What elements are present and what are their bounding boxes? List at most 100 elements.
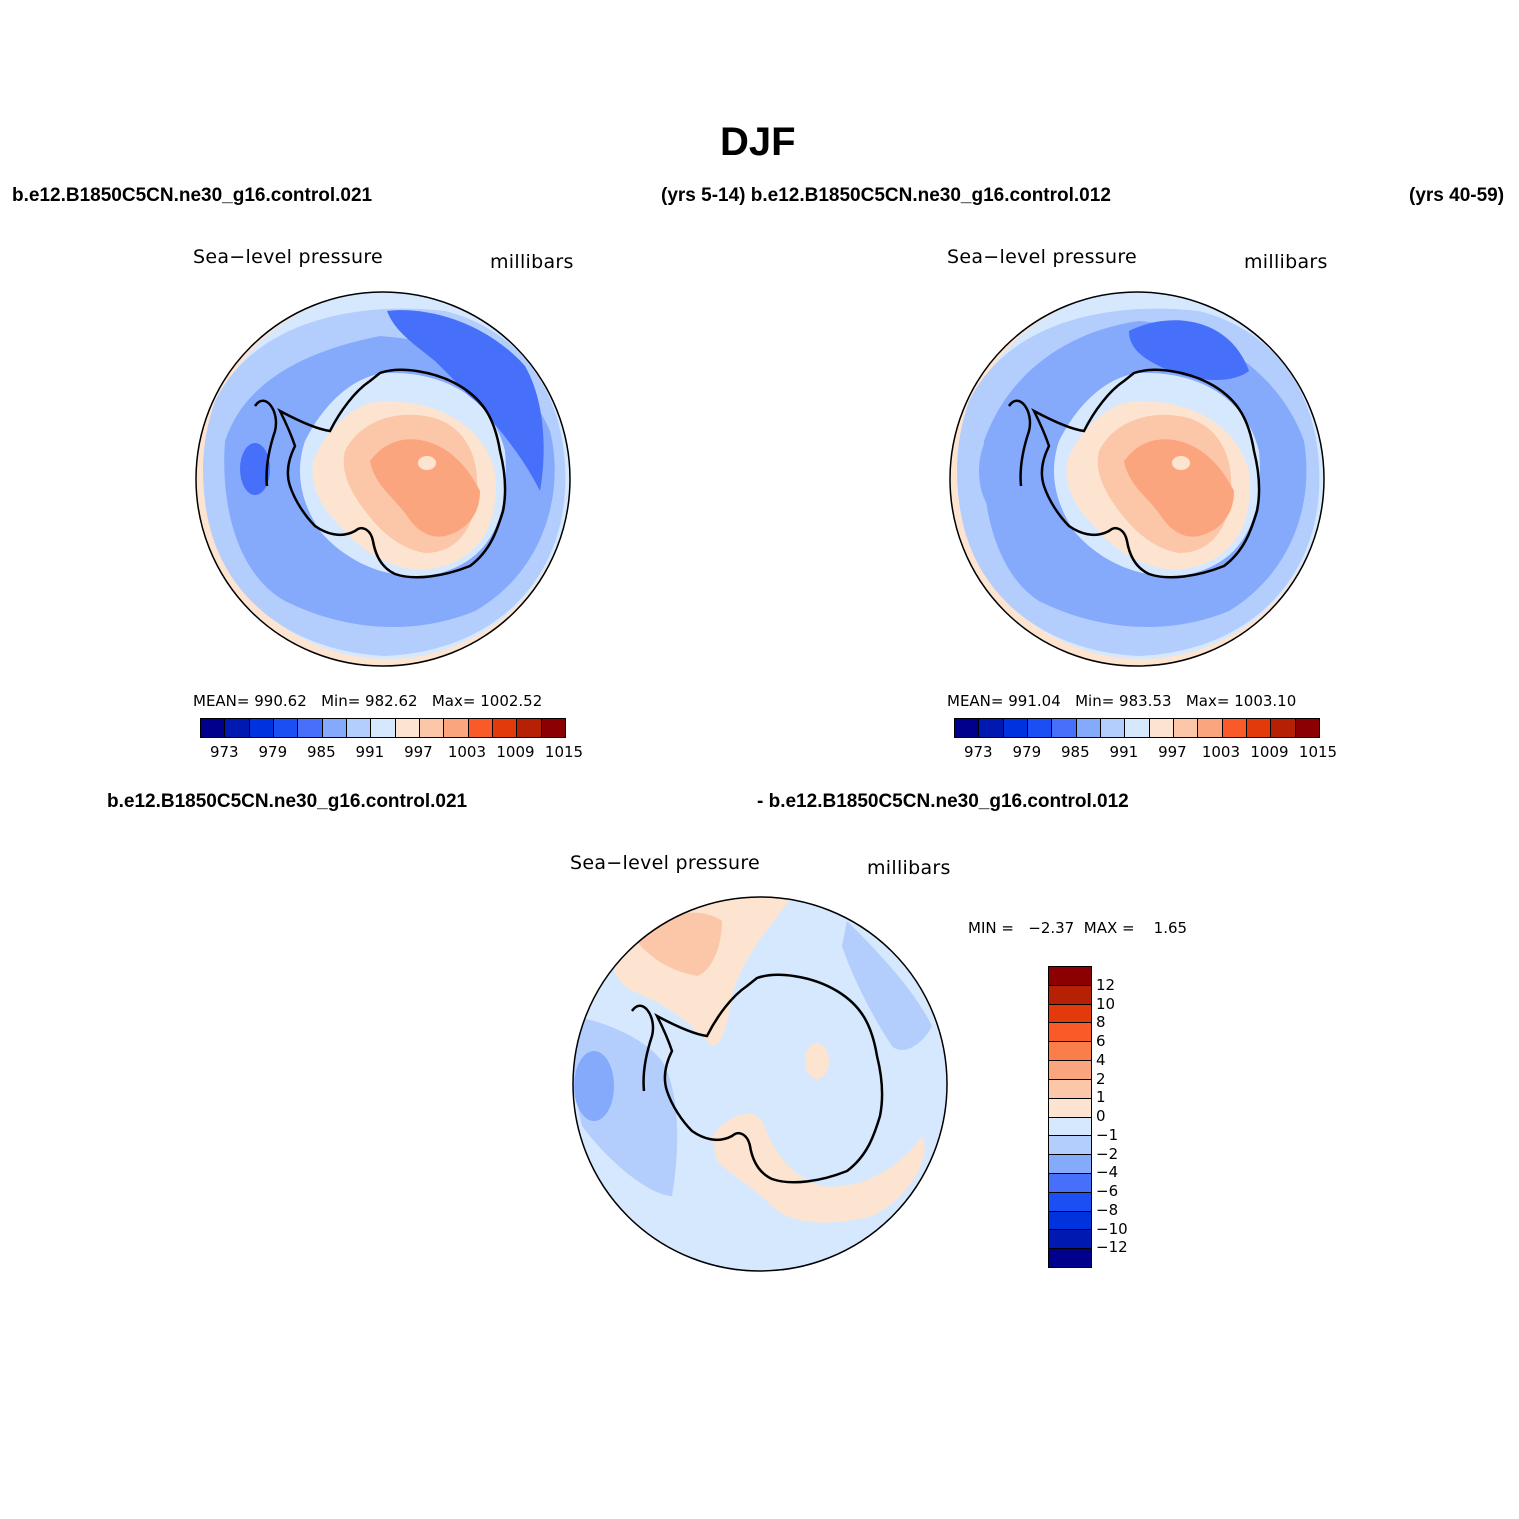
- colorbar-tick-label: 1003: [447, 743, 487, 761]
- stat-mean-value: 991.04: [1008, 692, 1061, 710]
- colorbar-tick-label: 973: [209, 743, 239, 761]
- stat-min-label: Min=: [321, 692, 361, 710]
- panel-left-peninsula-coastline: [253, 399, 278, 487]
- colorbar-cell: [1049, 1042, 1091, 1062]
- colorbar-cell: [1049, 1023, 1091, 1043]
- panel-diff-field-label: Sea−level pressure: [570, 852, 761, 874]
- colorbar-cell: [1027, 719, 1053, 737]
- colorbar-tick-label: 12: [1096, 975, 1116, 994]
- colorbar-tick-label: 2: [1096, 1069, 1106, 1088]
- colorbar-cell: [1149, 719, 1174, 737]
- colorbar-tick-label: −10: [1096, 1219, 1128, 1238]
- colorbar-cell: [1049, 1117, 1091, 1137]
- colorbar-tick-label: −1: [1096, 1125, 1119, 1144]
- colorbar-tick-label: −8: [1096, 1200, 1119, 1219]
- panel-diff-minmax: MIN = −2.37 MAX = 1.65: [968, 919, 1187, 937]
- colorbar-tick-label: 1015: [1298, 743, 1338, 761]
- colorbar-tick-label: 1009: [1250, 743, 1289, 761]
- colorbar-cell: [1271, 719, 1296, 737]
- panel-left-colorbar-ticks: 973 979 985 991 997 1003 1009 1015: [200, 743, 583, 763]
- colorbar-tick-label: 6: [1096, 1032, 1106, 1050]
- colorbar-cell: [1049, 1079, 1091, 1099]
- colorbar-cell: [1049, 1098, 1091, 1118]
- panel-right-colorbar: [954, 718, 1320, 738]
- colorbar-tick-label: 1015: [544, 743, 584, 761]
- stat-min-value: 983.53: [1119, 692, 1172, 710]
- colorbar-tick-label: 1009: [496, 743, 535, 761]
- colorbar-cell: [1049, 1136, 1091, 1156]
- colorbar-cell: [419, 719, 445, 737]
- colorbar-cell: [979, 719, 1004, 737]
- colorbar-cell: [298, 719, 323, 737]
- panel-diff-map: [572, 896, 948, 1272]
- diff-max-value: 1.65: [1153, 919, 1188, 937]
- panel-right-units-label: millibars: [1244, 251, 1328, 273]
- colorbar-tick-label: 991: [355, 743, 385, 761]
- stat-max-value: 1002.52: [480, 692, 543, 710]
- colorbar-tick-label: 4: [1096, 1050, 1106, 1069]
- colorbar-tick-label: −6: [1096, 1182, 1119, 1200]
- colorbar-cell: [201, 719, 226, 737]
- colorbar-tick-label: 1003: [1201, 743, 1241, 761]
- colorbar-cell: [1125, 719, 1150, 737]
- diff-case-right: - b.e12.B1850C5CN.ne30_g16.control.012: [757, 791, 1129, 812]
- panel-left-colorbar: [200, 718, 566, 738]
- colorbar-cell: [1100, 719, 1126, 737]
- colorbar-cell: [1052, 719, 1077, 737]
- colorbar-tick-label: 973: [963, 743, 993, 761]
- case-name-left: b.e12.B1850C5CN.ne30_g16.control.021: [12, 185, 373, 206]
- colorbar-cell: [1295, 719, 1319, 737]
- diff-max-label: MAX =: [1083, 919, 1135, 937]
- colorbar-cell: [1246, 719, 1272, 737]
- colorbar-cell: [1076, 719, 1101, 737]
- stat-mean-label: MEAN=: [193, 692, 250, 710]
- colorbar-cell: [1049, 1230, 1091, 1250]
- stat-max-label: Max=: [1185, 692, 1230, 710]
- colorbar-tick-label: −2: [1096, 1144, 1119, 1163]
- diff-min-label: MIN =: [968, 919, 1014, 937]
- stat-min-label: Min=: [1075, 692, 1115, 710]
- colorbar-tick-label: 985: [307, 743, 336, 761]
- colorbar-tick-label: 0: [1096, 1107, 1106, 1125]
- colorbar-cell: [1049, 1004, 1091, 1024]
- colorbar-cell: [371, 719, 396, 737]
- stat-max-value: 1003.10: [1234, 692, 1297, 710]
- panel-right-map: [949, 291, 1325, 667]
- colorbar-cell: [468, 719, 493, 737]
- panel-left-low-east: [387, 310, 544, 491]
- colorbar-cell: [955, 719, 980, 737]
- colorbar-cell: [1173, 719, 1199, 737]
- colorbar-cell: [1049, 1249, 1091, 1267]
- diff-min-value: −2.37: [1028, 919, 1075, 937]
- panel-diff-positive-south: [712, 1113, 925, 1223]
- panel-diff-colorbar: [1048, 966, 1092, 1268]
- colorbar-tick-label: 997: [1158, 743, 1187, 761]
- panel-left-field-label: Sea−level pressure: [193, 246, 384, 268]
- colorbar-cell: [541, 719, 565, 737]
- colorbar-cell: [273, 719, 299, 737]
- colorbar-cell: [1049, 1173, 1091, 1193]
- colorbar-tick-label: 979: [1012, 743, 1042, 761]
- panel-diff-units-label: millibars: [867, 857, 951, 879]
- colorbar-tick-label: −12: [1096, 1238, 1128, 1257]
- panel-left-antarctica-coastline: [277, 368, 507, 579]
- colorbar-cell: [1049, 1061, 1091, 1080]
- panel-left-units-label: millibars: [490, 251, 574, 273]
- stat-mean-value: 990.62: [254, 692, 307, 710]
- colorbar-tick-label: 985: [1061, 743, 1090, 761]
- colorbar-cell: [444, 719, 469, 737]
- panel-left-land-mid: [370, 439, 480, 537]
- colorbar-cell: [395, 719, 420, 737]
- colorbar-cell: [346, 719, 372, 737]
- panel-left-low-west: [240, 443, 270, 495]
- colorbar-cell: [322, 719, 347, 737]
- panel-diff-colorbar-ticks: 12 10 8 6 4 2 1 0 −1 −2 −4 −6 −8 −10 −12: [1096, 966, 1146, 1266]
- years-right: (yrs 40-59): [1409, 185, 1505, 206]
- panel-diff-negative-east: [842, 921, 932, 1050]
- colorbar-cell: [1049, 985, 1091, 1005]
- case-name-right: (yrs 5-14) b.e12.B1850C5CN.ne30_g16.cont…: [661, 185, 1111, 206]
- colorbar-cell: [1049, 1192, 1091, 1212]
- colorbar-cell: [517, 719, 542, 737]
- colorbar-cell: [1198, 719, 1223, 737]
- colorbar-cell: [1049, 1155, 1091, 1174]
